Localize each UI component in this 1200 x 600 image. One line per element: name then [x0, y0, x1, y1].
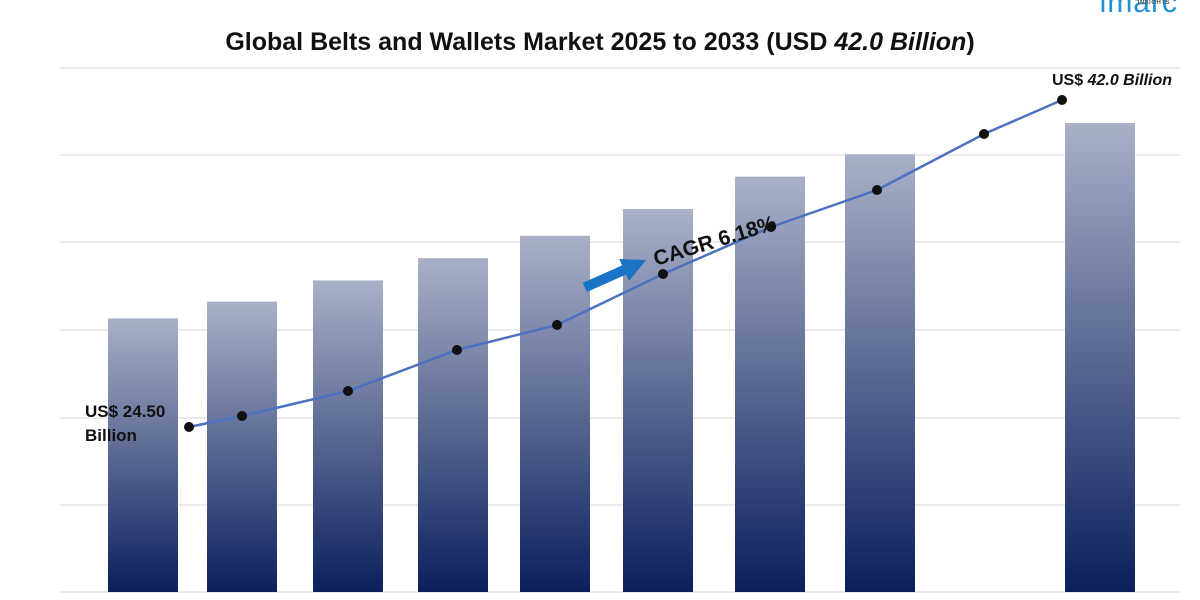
trend-point [658, 269, 668, 279]
trend-point [766, 222, 776, 232]
trend-point [979, 129, 989, 139]
bars [108, 123, 1135, 593]
end-value-prefix: US$ [1052, 72, 1088, 89]
bar-2029 [520, 235, 590, 593]
trend-point [343, 386, 353, 396]
end-value-label: US$ 42.0 Billion [1052, 72, 1172, 90]
cagr-arrow-icon [582, 258, 647, 292]
bar-2032 [845, 154, 915, 592]
chart-title: Global Belts and Wallets Market 2025 to … [0, 28, 1200, 57]
bar-2031 [735, 176, 805, 592]
trend-line-path [188, 98, 1063, 429]
bar-2025 [108, 318, 178, 592]
end-value-amount: 42.0 Billion [1087, 72, 1173, 89]
start-value-unit: Billion [85, 426, 137, 445]
trend-point [1057, 95, 1067, 105]
chart-title-value: 42.0 Billion [834, 28, 967, 56]
bar-2026 [207, 301, 277, 592]
trend-point [872, 185, 882, 195]
trend-point [184, 422, 194, 432]
trend-point [552, 320, 562, 330]
bar-2027 [313, 280, 383, 592]
bar-2028 [418, 258, 488, 592]
brand-logo: imarc [1099, 0, 1178, 19]
trend-point [452, 345, 462, 355]
chart-title-prefix: Global Belts and Wallets Market 2025 to … [225, 28, 835, 56]
start-value-label: US$ 24.50 Billion [85, 400, 165, 448]
trend-line [184, 95, 1067, 432]
chart-title-suffix: ) [966, 28, 975, 56]
start-value-amount: US$ 24.50 [85, 402, 166, 421]
trend-point [237, 411, 247, 421]
bar-2033 [1065, 123, 1135, 592]
brand-logo-subtext: INSIGHTS [1137, 0, 1170, 6]
